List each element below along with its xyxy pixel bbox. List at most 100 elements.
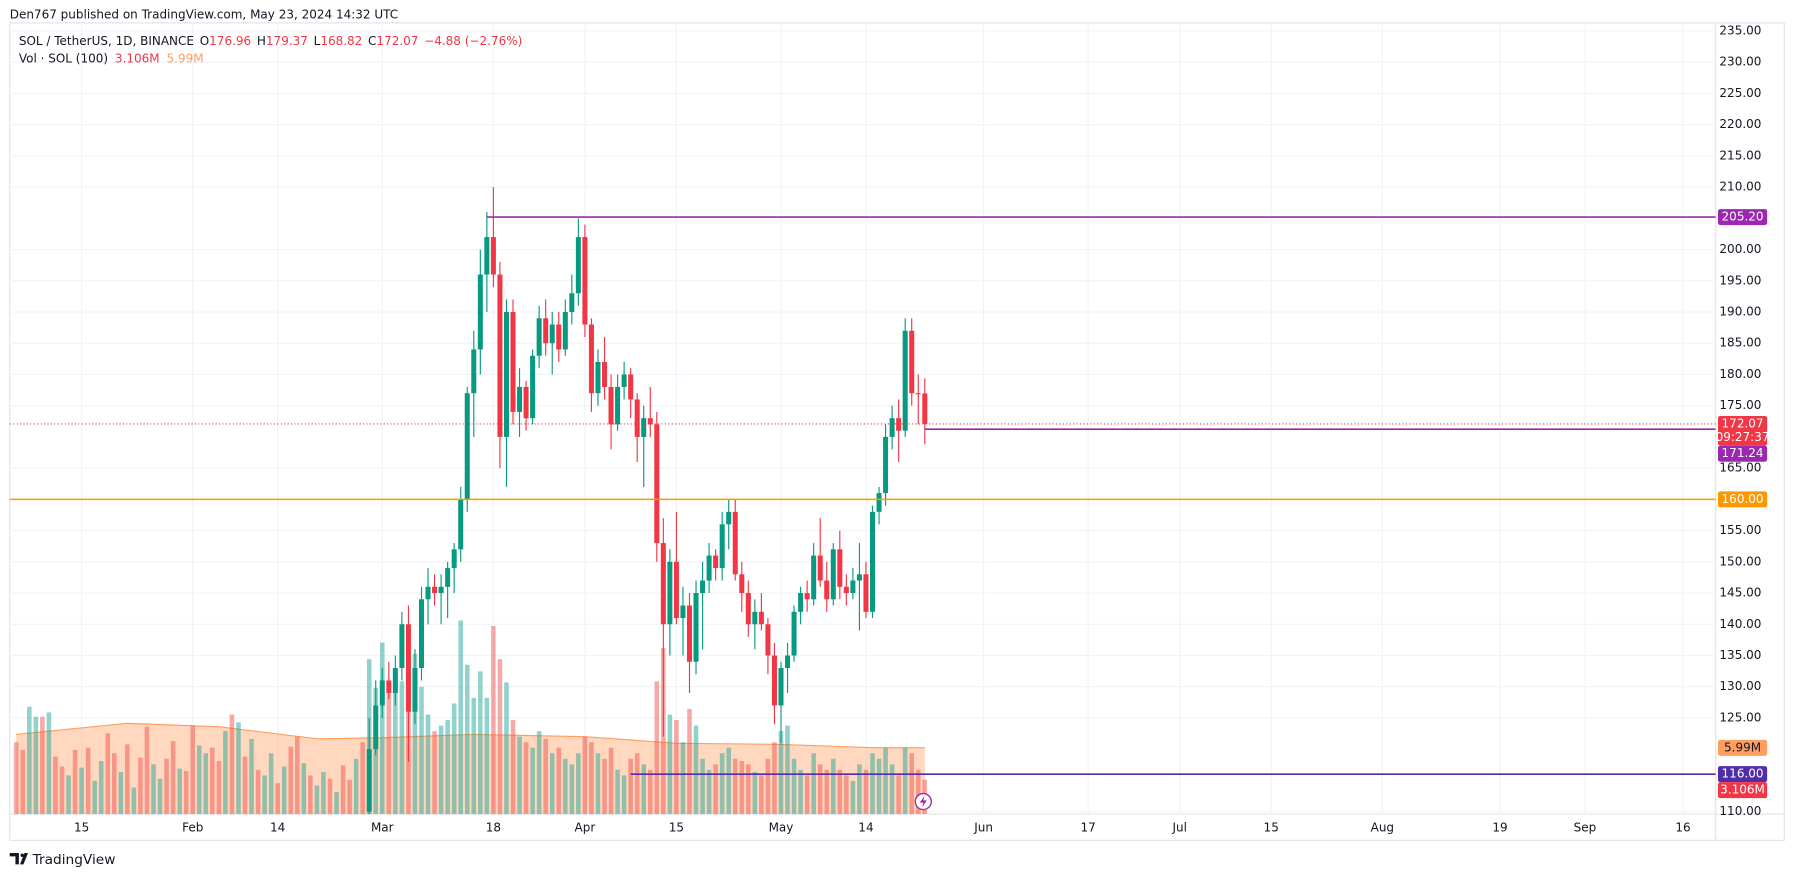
volume-bar (20, 749, 26, 815)
alert-icon[interactable] (914, 792, 932, 811)
volume-bar (915, 769, 921, 815)
candle-body (399, 624, 405, 668)
candle-body (608, 386, 614, 425)
x-tick-label: 14 (270, 820, 285, 834)
volume-ma-label-bg (1717, 739, 1768, 756)
candle-body (634, 399, 640, 437)
candle-body (536, 318, 542, 356)
ohlc-prefix: C (368, 34, 376, 48)
candle-body (922, 393, 928, 424)
y-tick-label: 185.00 (1719, 336, 1761, 350)
volume-label: 3.106M (1720, 783, 1765, 797)
candle-body (366, 749, 372, 812)
volume-bar (255, 769, 261, 815)
volume-bar (308, 775, 313, 815)
x-tick-label: 14 (858, 820, 873, 834)
candle-body (405, 624, 411, 712)
x-tick-label: Mar (371, 820, 394, 834)
volume-bar (569, 764, 575, 815)
volume-bar (314, 785, 320, 815)
candle-body (484, 237, 490, 275)
x-tick-label: 16 (1675, 820, 1690, 834)
volume-bar (896, 775, 901, 815)
candle-body (693, 593, 699, 662)
volume-bar (883, 747, 888, 815)
volume-bar (798, 769, 803, 815)
volume-bar (589, 742, 594, 815)
level-label-bg (1717, 209, 1768, 226)
volume-bar (399, 681, 405, 815)
candle-body (889, 418, 895, 437)
volume-bar (321, 772, 326, 815)
grid (9, 22, 1716, 815)
candle-body (771, 655, 777, 706)
volume-bar (582, 736, 588, 815)
x-tick-label: Apr (575, 820, 596, 834)
volume-bar (530, 747, 535, 815)
volume-bar (576, 753, 581, 815)
candle-body (824, 580, 830, 600)
volume-bar (504, 682, 509, 815)
candle-body (673, 561, 679, 619)
volume-bar (700, 758, 705, 815)
x-tick-label: 19 (1492, 820, 1507, 834)
volume-bar (353, 758, 359, 815)
volume-bar (824, 769, 830, 815)
candle-body (412, 667, 418, 712)
x-tick-label: Jul (1171, 820, 1186, 834)
volume-bar (379, 642, 385, 815)
axes: 235.00 230.00 225.00 220.00 215.00 210.00 200.… (74, 23, 1770, 834)
volume-bar (425, 714, 431, 815)
volume-bar (177, 768, 182, 815)
volume-bar (262, 775, 267, 815)
volume-bar (125, 744, 130, 815)
volume-bar (347, 779, 352, 815)
volume-bar (680, 742, 686, 815)
alert-bolt[interactable] (919, 795, 927, 808)
x-tick-label: May (769, 820, 794, 834)
y-tick-label: 175.00 (1719, 398, 1761, 412)
candle-body (660, 543, 666, 625)
y-tick-label: 215.00 (1719, 148, 1761, 162)
volume-bar (203, 753, 209, 815)
candle-body (843, 586, 849, 594)
volume-bar (288, 746, 294, 815)
candle-body (641, 418, 647, 437)
volume-bar (621, 775, 627, 815)
candle-body (876, 493, 882, 512)
last-price-label-bg (1717, 415, 1768, 446)
volume-bar (876, 758, 882, 815)
candle-body (549, 324, 555, 344)
volume-bar (634, 753, 640, 815)
volume-bar (33, 716, 39, 815)
volume-bar (451, 703, 457, 815)
candle-body (647, 418, 653, 425)
volume-bar (79, 767, 84, 815)
volume-bar (778, 731, 784, 815)
volume-bar (549, 753, 555, 815)
volume-bar (242, 756, 248, 815)
volume-bar (739, 760, 745, 815)
x-tick-label: Sep (1574, 820, 1597, 834)
volume-bar (393, 692, 398, 815)
ohlc-value: 172.07 (376, 34, 418, 48)
candle-body (902, 330, 908, 431)
ohlc-value: 168.82 (320, 34, 362, 48)
volume-bar (746, 764, 751, 815)
y-tick-label: 190.00 (1719, 305, 1761, 319)
volume-bar (458, 620, 464, 815)
candle-body (517, 386, 523, 412)
volume-bar (817, 764, 823, 815)
volume-bar (850, 780, 856, 815)
candle-body (503, 312, 509, 437)
volume-bar (732, 758, 738, 815)
candle-body (432, 586, 438, 594)
candle-body (621, 374, 627, 387)
y-tick-label: 210.00 (1719, 180, 1761, 194)
volume-title: Vol · SOL (100) (19, 51, 108, 65)
candle-body (837, 549, 843, 587)
candle-body (464, 393, 470, 500)
volume-bar (229, 714, 235, 815)
volume-bar (909, 753, 915, 815)
